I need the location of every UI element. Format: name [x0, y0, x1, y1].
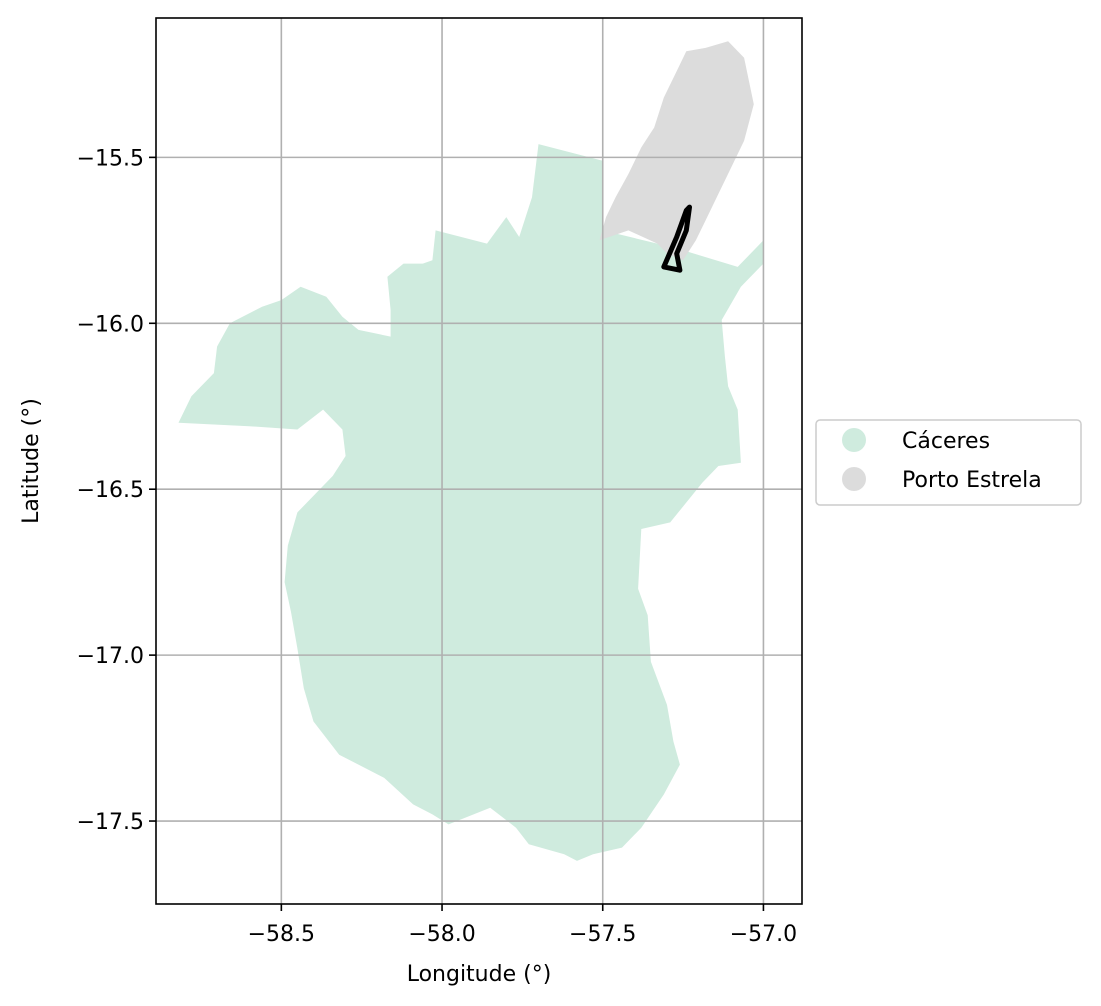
legend-marker-porto-estrela — [842, 467, 866, 491]
x-tick-label: −57.5 — [569, 922, 636, 947]
y-tick-label: −16.0 — [77, 312, 144, 337]
x-tick-label: −58.0 — [408, 922, 475, 947]
y-axis-title: Latitude (°) — [19, 398, 44, 524]
legend-box — [815, 419, 1082, 506]
y-tick-label: −17.5 — [77, 810, 144, 835]
x-tick-label: −58.5 — [248, 922, 315, 947]
region-porto-estrela — [599, 41, 754, 261]
grid-lines — [156, 18, 802, 904]
axis-ticks: −58.5 −58.0 −57.5 −57.0 −15.5 −16.0 −16.5 −17.0… — [77, 146, 798, 947]
x-axis-title: Longitude (°) — [407, 962, 552, 987]
y-tick-label: −17.0 — [77, 644, 144, 669]
y-tick-label: −15.5 — [77, 146, 144, 171]
legend: Cáceres Porto Estrela — [815, 419, 1082, 506]
legend-marker-caceres — [842, 428, 866, 452]
plot-frame — [155, 17, 803, 905]
legend-label-caceres: Cáceres — [902, 429, 990, 454]
highlighted-area-outline — [661, 204, 692, 273]
x-tick-label: −57.0 — [730, 922, 797, 947]
y-tick-label: −16.5 — [77, 478, 144, 503]
legend-label-porto-estrela: Porto Estrela — [902, 468, 1042, 493]
